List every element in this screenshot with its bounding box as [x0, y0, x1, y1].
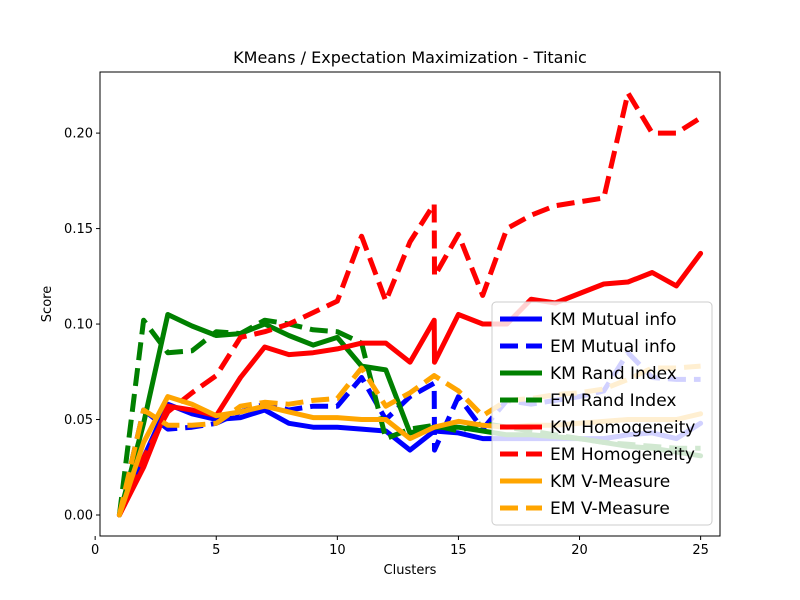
y-tick-label: 0.00 — [64, 508, 93, 523]
series-line-4 — [116, 250, 704, 518]
legend-label-2: KM Rand Index — [550, 364, 677, 384]
x-tick-label: 20 — [571, 543, 588, 558]
x-tick-label: 15 — [450, 543, 467, 558]
plot-frame — [99, 71, 721, 537]
series-line-7 — [116, 363, 701, 516]
legend-label-0: KM Mutual info — [550, 310, 677, 330]
y-tick-label: 0.10 — [64, 318, 93, 333]
legend-label-5: EM Homogeneity — [550, 445, 695, 465]
legend: KM Mutual info EM Mutual info KM Rand Inde… — [491, 301, 713, 526]
x-tick-label: 25 — [692, 543, 709, 558]
legend-box — [491, 301, 713, 526]
y-axis-ticks: 0.00 0.05 0.10 0.15 0.20 — [64, 127, 100, 523]
x-axis-label: Clusters — [384, 563, 437, 578]
chart-title: KMeans / Expectation Maximization - Tita… — [233, 48, 587, 67]
series-line-5 — [117, 90, 702, 516]
y-tick-label: 0.15 — [64, 222, 93, 237]
legend-label-3: EM Rand Index — [550, 391, 676, 411]
legend-label-1: EM Mutual info — [550, 337, 676, 357]
y-axis-label: Score — [40, 286, 55, 322]
y-tick-label: 0.05 — [64, 413, 93, 428]
legend-label-7: EM V-Measure — [550, 499, 670, 519]
y-tick-label: 0.20 — [64, 127, 93, 142]
x-tick-label: 10 — [329, 543, 346, 558]
legend-label-4: KM Homogeneity — [550, 418, 695, 438]
x-tick-label: 0 — [91, 543, 99, 558]
x-tick-label: 5 — [212, 543, 220, 558]
legend-label-6: KM V-Measure — [550, 472, 670, 492]
x-axis-ticks: 0 5 10 15 20 25 — [91, 536, 709, 558]
